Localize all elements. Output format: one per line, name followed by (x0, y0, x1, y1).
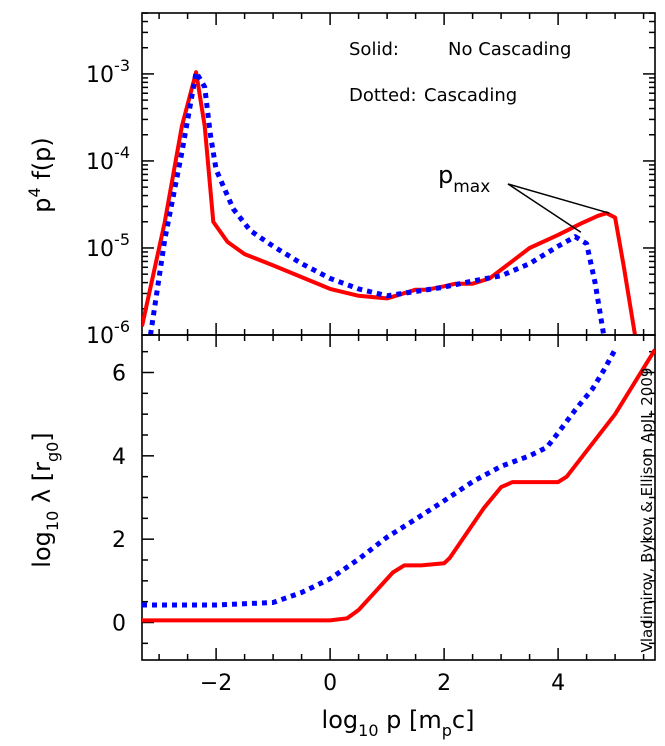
ytick-label-exponent: -5 (114, 230, 130, 249)
xlabel-c: c] (452, 706, 475, 734)
top-ylabel-rest: f(p) (28, 137, 56, 187)
credit-text: Vladimirov, Bykov & Ellison ApJL 2009 (638, 368, 656, 653)
legend-solid-value: No Cascading (448, 39, 571, 60)
bottom-ytick-label: 4 (112, 445, 126, 470)
bottom-ytick-labels: 0 2 4 6 (112, 362, 126, 637)
top-series (142, 69, 637, 335)
pmax-pointer-line (507, 183, 610, 214)
legend-solid-key: Solid: (349, 39, 399, 60)
bottom-ytick-label: 0 (112, 612, 126, 637)
bottom-ylabel-b: λ [r (28, 462, 56, 511)
xlabel-b-sub: p (442, 721, 452, 740)
top-ytick-labels: 10-310-410-510-6 (86, 56, 130, 349)
bottom-plot-frame (141, 334, 656, 661)
ytick-label-base: 10 (86, 237, 114, 262)
top-ylabel-base: p (28, 198, 56, 213)
bottom-ylabel-b-sub: g0 (43, 442, 62, 462)
xlabel-a-sub: 10 (358, 721, 378, 740)
xtick-label: 2 (437, 671, 451, 696)
legend-dotted-value: Cascading (424, 85, 517, 106)
legend-dotted-key: Dotted: (349, 85, 417, 106)
pmax-pointer-lines (507, 183, 610, 233)
bottom-ytick-label: 2 (112, 528, 126, 553)
ytick-label-exponent: -6 (114, 317, 130, 336)
top-ytick-label: 10-5 (86, 230, 130, 262)
ytick-label-base: 10 (86, 324, 114, 349)
top-ytick-label: 10-4 (86, 143, 130, 175)
ytick-label-base: 10 (86, 63, 114, 88)
xtick-label: 0 (323, 671, 337, 696)
bottom-series-no-cascading-solid (142, 348, 655, 623)
bottom-xtick-labels: −2 0 2 4 (200, 671, 565, 696)
pmax-sub: max (453, 177, 490, 197)
pmax-annotation-label: pmax (438, 161, 490, 197)
ytick-label-base: 10 (86, 150, 114, 175)
pmax-pointer-line (507, 183, 582, 233)
xlabel: log10 p [mpc] (322, 706, 475, 740)
top-ytick-label: 10-6 (86, 317, 130, 349)
ytick-label-exponent: -3 (114, 56, 130, 75)
xlabel-b: p [m (379, 706, 442, 734)
top-ylabel: p4 f(p) (25, 137, 56, 212)
bottom-ylabel-a: log (28, 531, 56, 568)
xlabel-a: log (322, 706, 359, 734)
top-ytick-label: 10-3 (86, 56, 130, 88)
bottom-ytick-label: 6 (112, 362, 126, 387)
xtick-label: −2 (200, 671, 232, 696)
bottom-ylabel-a-sub: 10 (43, 511, 62, 531)
top-panel: 10-310-410-510-6 Solid: No Cascading Dot… (25, 12, 656, 349)
top-ylabel-sup: 4 (25, 187, 44, 197)
ytick-label-exponent: -4 (114, 143, 130, 162)
bottom-axis-ticks (142, 335, 655, 660)
top-series-cascading-dotted (148, 69, 607, 335)
pmax-base: p (438, 161, 453, 189)
bottom-series (142, 348, 655, 623)
bottom-series-cascading-dotted (142, 348, 618, 608)
bottom-ylabel-c: ] (28, 432, 56, 441)
bottom-ylabel: log10 λ [rg0] (28, 432, 62, 567)
xtick-label: 4 (551, 671, 565, 696)
